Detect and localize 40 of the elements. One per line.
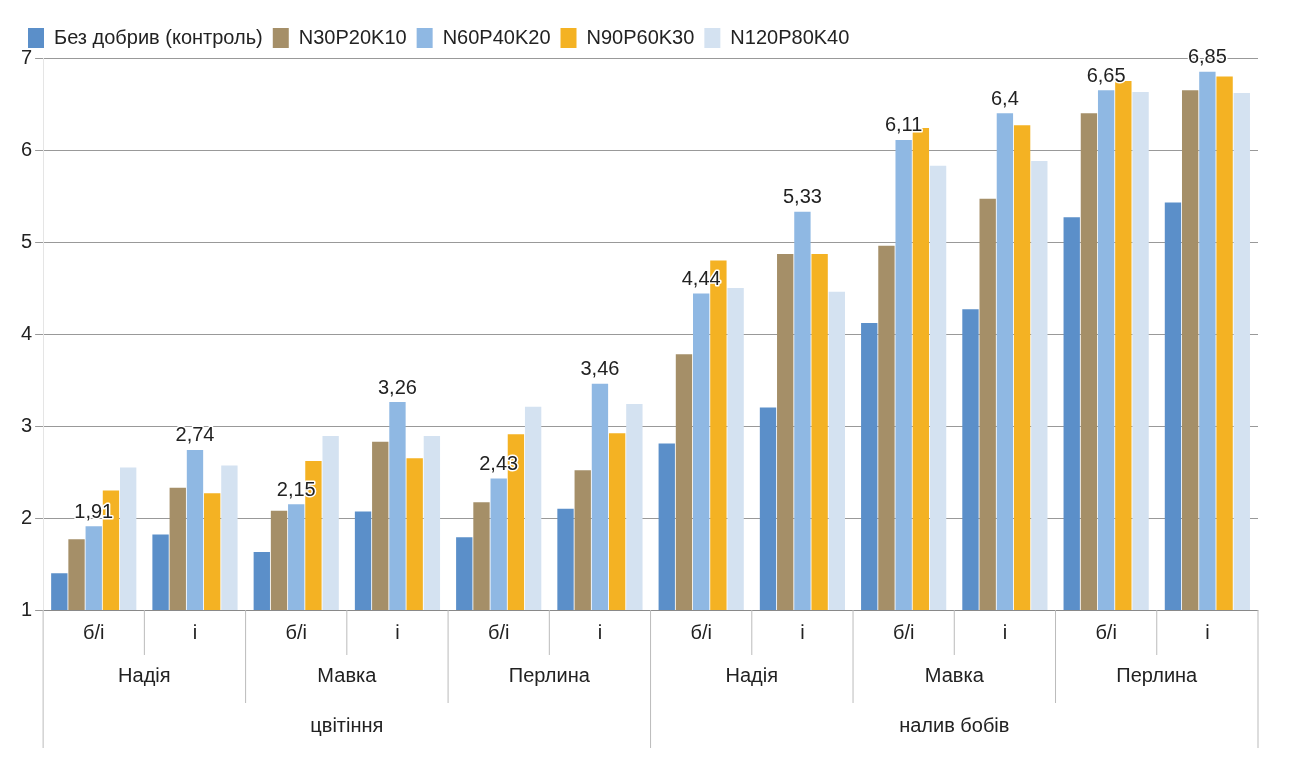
data-label: 5,33 (782, 185, 822, 208)
x-tick-label: і (395, 620, 400, 643)
text: цвітіння (310, 713, 384, 736)
legend-label: N120P80K40 (730, 25, 850, 48)
x-tick-label: б/і (487, 620, 510, 643)
text: Перлина (1116, 663, 1199, 686)
text: Мавка (924, 663, 985, 686)
data-label: 3,26 (377, 375, 417, 398)
y-tick-label: 1 (21, 597, 33, 620)
y-tick-label: 6 (21, 137, 33, 160)
x-tick-label: б/і (1095, 620, 1117, 643)
text: Перлина (508, 663, 591, 686)
data-label: 6,85 (1187, 45, 1227, 68)
text: Мавка (317, 663, 378, 686)
legend-label: N90P60K30 (586, 25, 695, 48)
y-tick-label: 2 (21, 505, 33, 528)
x-tick-label: б/і (690, 620, 712, 643)
x-tick-label: і (1002, 620, 1008, 643)
legend-label: Без добрив (контроль) (54, 25, 263, 48)
data-label: 6,4 (990, 86, 1019, 109)
x-tick-label: б/і (892, 620, 915, 643)
data-label: 3,46 (580, 357, 620, 380)
y-tick-label: 7 (21, 45, 33, 68)
text: Надія (725, 663, 779, 686)
x-tick-label: і (597, 620, 603, 643)
data-label: 6,65 (1086, 63, 1126, 86)
x-tick-label: і (1205, 620, 1210, 643)
data-label: 2,74 (175, 423, 215, 446)
x-tick-label: б/і (83, 620, 105, 643)
y-tick-label: 5 (21, 229, 33, 252)
y-tick-label: 3 (21, 413, 33, 436)
text: налив бобів (899, 713, 1010, 736)
data-label: 6,11 (884, 113, 923, 136)
legend-label: N30P20K10 (298, 25, 407, 48)
x-tick-label: і (192, 620, 198, 643)
legend-label: N60P40K20 (442, 25, 551, 48)
y-tick-label: 4 (21, 321, 33, 344)
text: Надія (118, 663, 171, 686)
x-tick-label: б/і (285, 620, 307, 643)
x-tick-label: і (800, 620, 805, 643)
